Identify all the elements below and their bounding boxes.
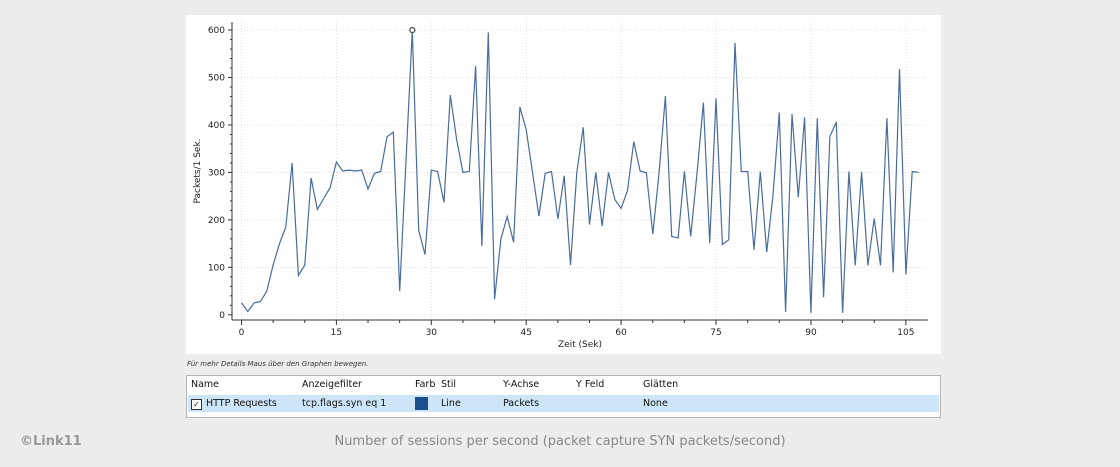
col-smoothing[interactable]: Glätten	[643, 379, 679, 390]
x-tick-label: 90	[805, 328, 817, 338]
y-tick-label: 300	[208, 168, 225, 178]
col-style[interactable]: Stil	[441, 379, 457, 390]
y-tick-label: 0	[219, 311, 225, 321]
hover-hint: Für mehr Details Maus über den Graphen b…	[187, 360, 369, 368]
enable-checkbox[interactable]: ✓	[191, 399, 202, 410]
x-tick-label: 0	[239, 328, 245, 338]
graph-name[interactable]: HTTP Requests	[206, 398, 277, 409]
graph-yaxis[interactable]: Packets	[503, 398, 540, 409]
caption: Number of sessions per second (packet ca…	[334, 434, 786, 449]
y-tick-label: 200	[208, 216, 225, 226]
x-tick-label: 30	[426, 328, 438, 338]
y-tick-label: 100	[208, 263, 225, 273]
io-graph-chart[interactable]: 0 15 30 45 60 75 90 105 0 100 200 300 400 500 600 Zeit …	[186, 15, 941, 354]
col-yfield[interactable]: Y Feld	[576, 379, 605, 390]
y-axis-label: Packets/1 Sek.	[193, 138, 203, 203]
graph-filter[interactable]: tcp.flags.syn eq 1	[302, 398, 387, 409]
y-tick-label: 600	[208, 26, 225, 36]
col-filter[interactable]: Anzeigefilter	[302, 379, 362, 390]
col-name[interactable]: Name	[191, 379, 220, 390]
col-color[interactable]: Farb	[415, 379, 436, 390]
color-swatch[interactable]	[415, 397, 428, 410]
graph-table: Name Anzeigefilter Farb Stil Y-Achse Y F…	[186, 375, 941, 418]
table-header: Name Anzeigefilter Farb Stil Y-Achse Y F…	[188, 376, 939, 393]
brand-logo: ©Link11	[20, 434, 82, 449]
x-tick-label: 60	[615, 328, 627, 338]
x-tick-label: 45	[520, 328, 531, 338]
graph-smoothing[interactable]: None	[643, 398, 668, 409]
io-graph-panel[interactable]: 0 15 30 45 60 75 90 105 0 100 200 300 400 500 600 Zeit …	[186, 15, 941, 354]
table-row[interactable]: ✓ HTTP Requests tcp.flags.syn eq 1 Line P…	[188, 395, 939, 412]
y-tick-label: 500	[208, 74, 225, 84]
highlight-marker	[409, 26, 416, 34]
x-tick-label: 105	[897, 328, 914, 338]
graph-style[interactable]: Line	[441, 398, 461, 409]
x-tick-label: 15	[331, 328, 342, 338]
x-axis-label: Zeit (Sek)	[558, 340, 602, 350]
x-tick-label: 75	[710, 328, 721, 338]
series-line	[241, 30, 919, 313]
col-yaxis[interactable]: Y-Achse	[503, 379, 540, 390]
y-tick-label: 400	[208, 121, 225, 131]
